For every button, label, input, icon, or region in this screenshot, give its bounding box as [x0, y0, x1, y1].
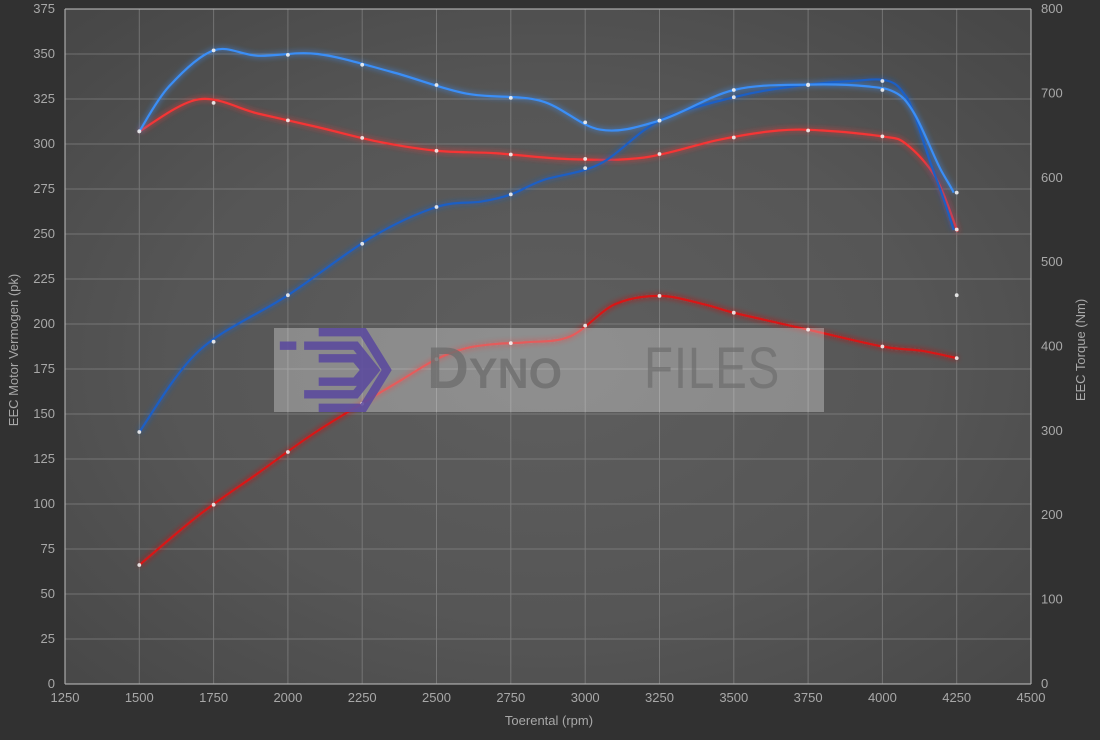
svg-text:700: 700 [1041, 85, 1063, 100]
svg-text:100: 100 [33, 496, 55, 511]
svg-text:375: 375 [33, 1, 55, 16]
svg-text:500: 500 [1041, 254, 1063, 269]
svg-text:1250: 1250 [51, 690, 80, 705]
svg-text:25: 25 [41, 631, 55, 646]
svg-text:2750: 2750 [496, 690, 525, 705]
svg-text:150: 150 [33, 406, 55, 421]
svg-text:200: 200 [1041, 507, 1063, 522]
svg-text:50: 50 [41, 586, 55, 601]
svg-text:3000: 3000 [571, 690, 600, 705]
svg-text:1750: 1750 [199, 690, 228, 705]
svg-text:4000: 4000 [868, 690, 897, 705]
svg-text:600: 600 [1041, 170, 1063, 185]
svg-text:2000: 2000 [273, 690, 302, 705]
svg-text:225: 225 [33, 271, 55, 286]
svg-text:325: 325 [33, 91, 55, 106]
svg-text:2250: 2250 [348, 690, 377, 705]
svg-text:300: 300 [33, 136, 55, 151]
svg-text:FILES: FILES [644, 337, 780, 402]
svg-text:200: 200 [33, 316, 55, 331]
svg-text:3500: 3500 [719, 690, 748, 705]
svg-text:300: 300 [1041, 423, 1063, 438]
svg-text:4250: 4250 [942, 690, 971, 705]
svg-text:0: 0 [48, 676, 55, 691]
svg-text:EEC Motor Vermogen (pk): EEC Motor Vermogen (pk) [6, 274, 21, 426]
svg-text:3750: 3750 [794, 690, 823, 705]
svg-text:350: 350 [33, 46, 55, 61]
svg-text:275: 275 [33, 181, 55, 196]
svg-text:0: 0 [1041, 676, 1048, 691]
svg-text:3250: 3250 [645, 690, 674, 705]
svg-text:2500: 2500 [422, 690, 451, 705]
svg-text:Toerental (rpm): Toerental (rpm) [505, 713, 593, 728]
svg-text:100: 100 [1041, 592, 1063, 607]
svg-text:75: 75 [41, 541, 55, 556]
svg-text:800: 800 [1041, 1, 1063, 16]
svg-text:400: 400 [1041, 339, 1063, 354]
svg-text:4500: 4500 [1017, 690, 1046, 705]
svg-text:250: 250 [33, 226, 55, 241]
svg-text:1500: 1500 [125, 690, 154, 705]
svg-text:175: 175 [33, 361, 55, 376]
svg-text:EEC Torque (Nm): EEC Torque (Nm) [1073, 299, 1088, 401]
svg-text:125: 125 [33, 451, 55, 466]
